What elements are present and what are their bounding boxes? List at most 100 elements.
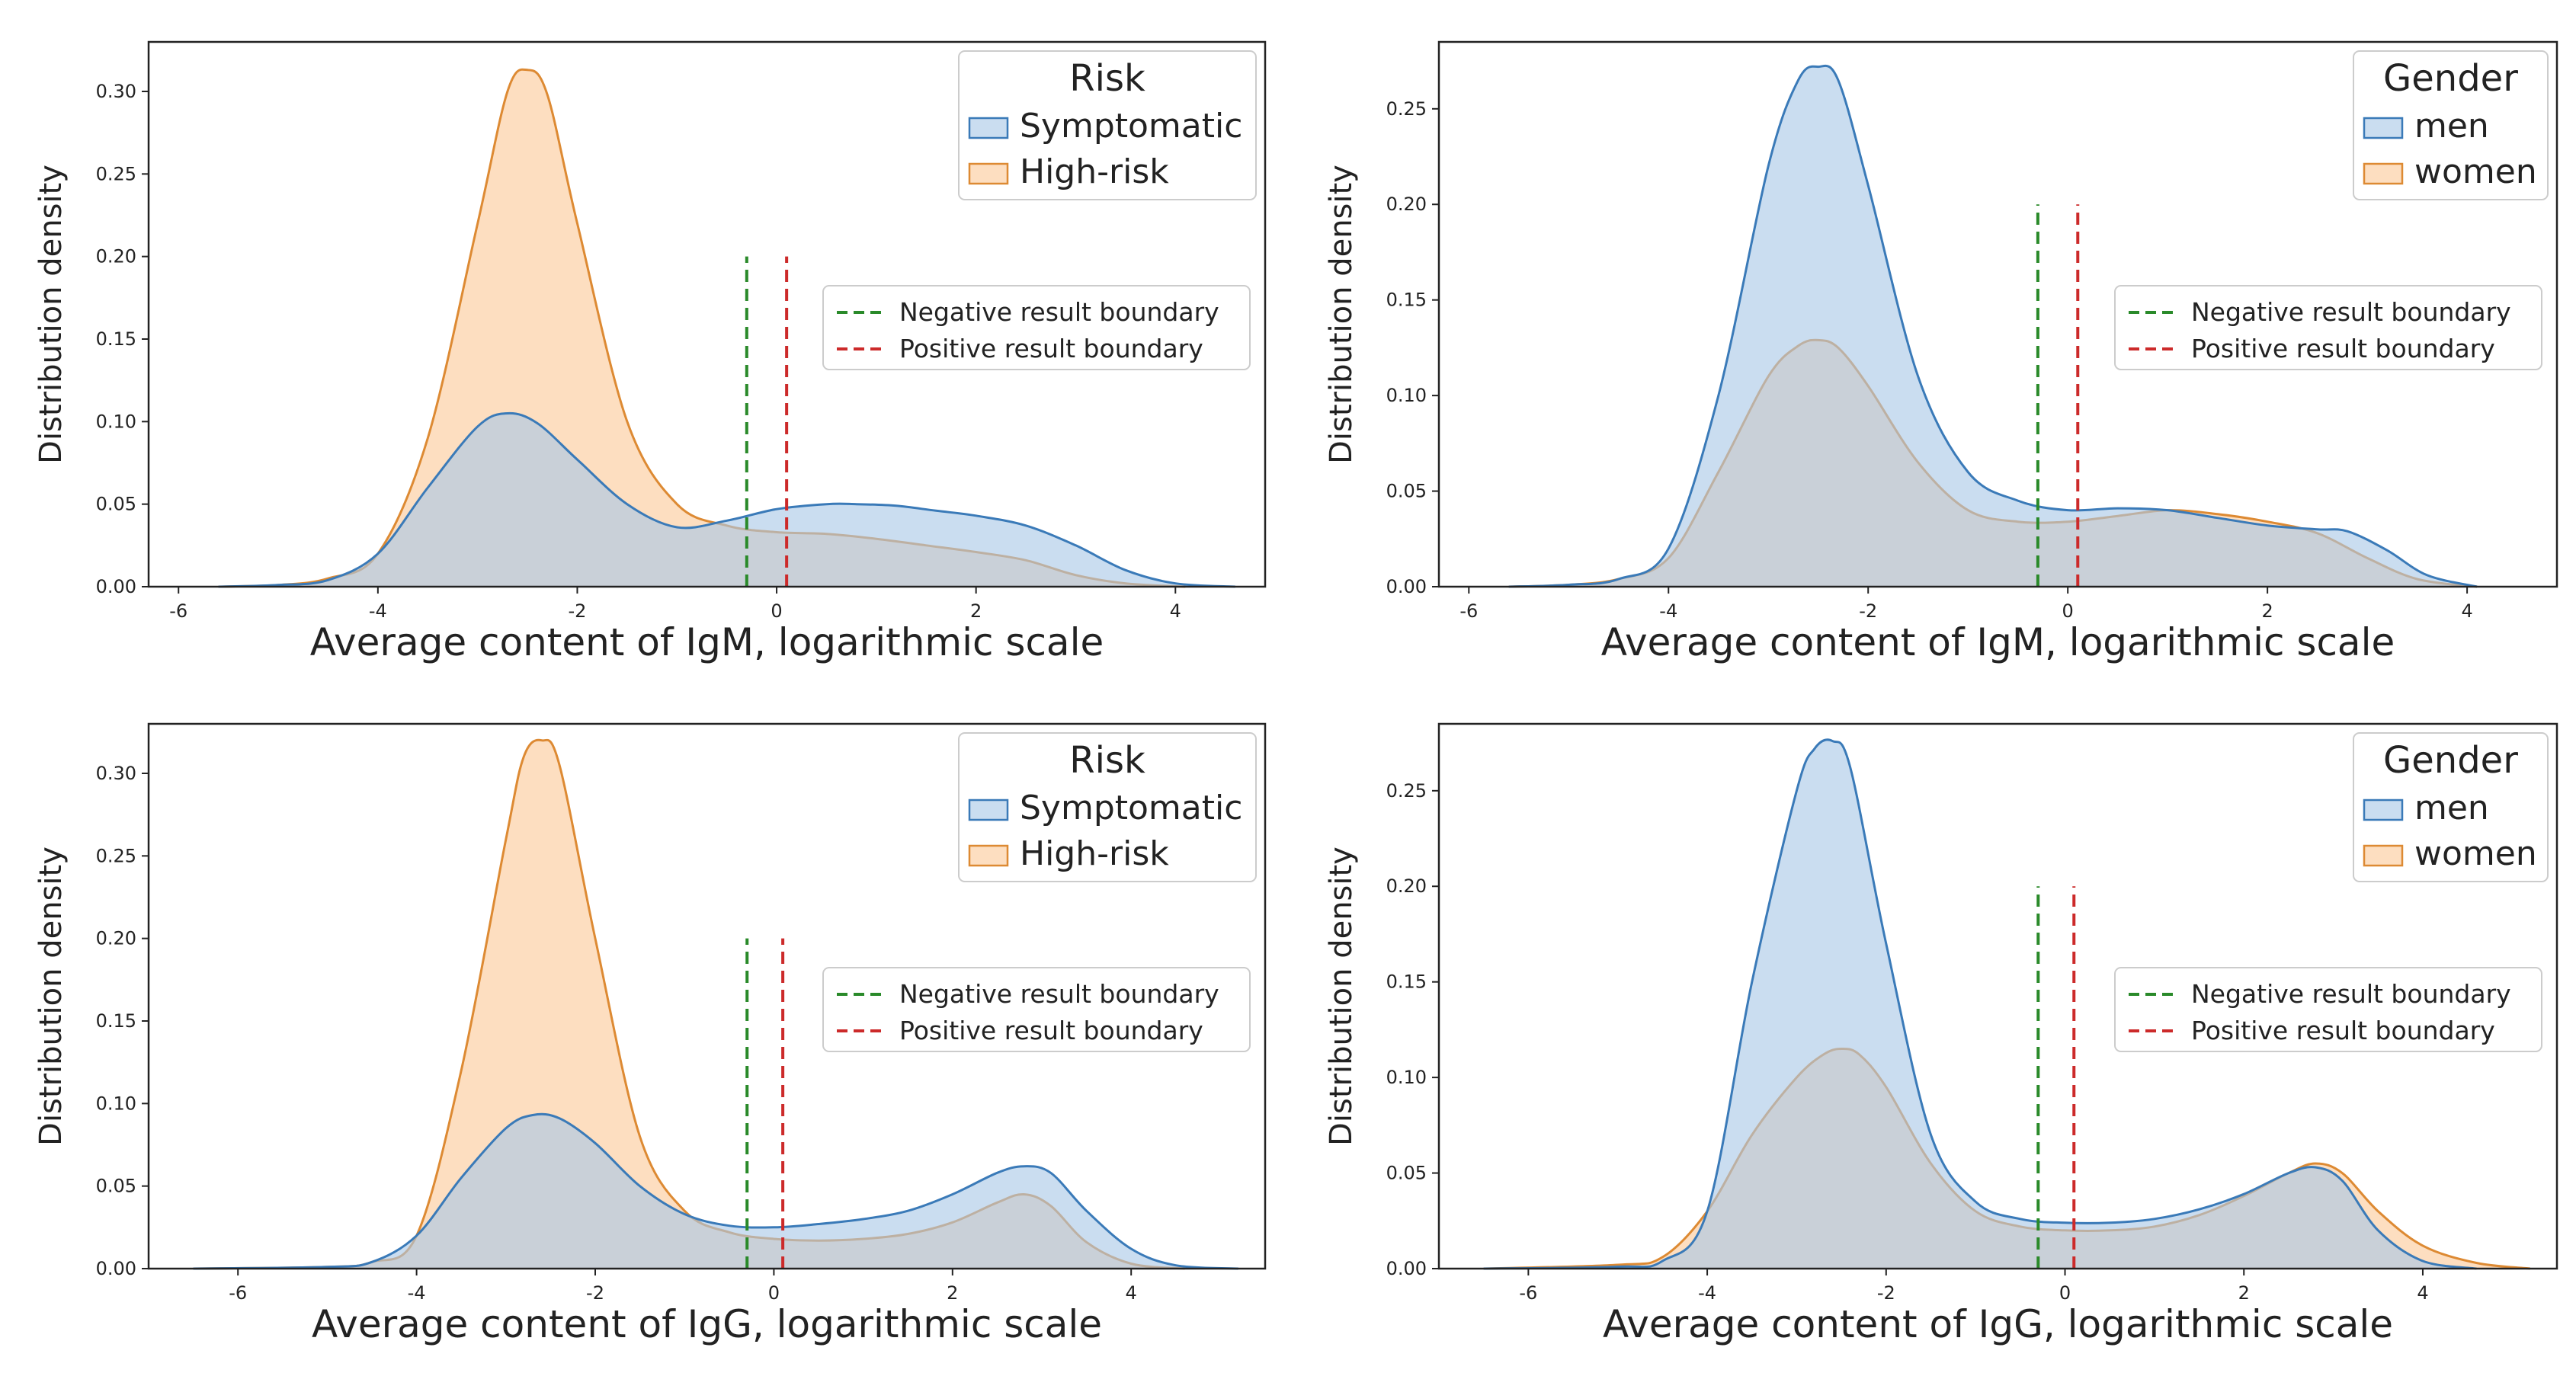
legend-swatch-men <box>2363 799 2404 821</box>
boundary-legend-box <box>822 285 1251 370</box>
y-tick-label: 0.05 <box>96 494 136 515</box>
series-legend: Gender men women <box>2353 732 2549 882</box>
x-tick-label: -4 <box>1698 1282 1716 1304</box>
legend-label-men: men <box>2414 789 2489 827</box>
x-tick-label: -2 <box>1859 600 1877 622</box>
x-tick-label: -6 <box>1459 600 1478 622</box>
y-tick-label: 0.25 <box>96 845 136 866</box>
series-legend-box <box>2353 732 2549 882</box>
x-tick-label: 0 <box>768 1282 780 1304</box>
legend-swatch-high-risk <box>968 162 1009 185</box>
x-tick-label: 0 <box>2062 600 2074 622</box>
legend-positive-label: Positive result boundary <box>899 334 1203 363</box>
legend-negative-label: Negative result boundary <box>899 979 1219 1009</box>
y-tick-label: 0.00 <box>1386 1258 1427 1279</box>
legend-label-high-risk: High-risk <box>1020 834 1169 873</box>
y-tick-label: 0.30 <box>96 763 136 784</box>
x-tick-label: -6 <box>169 600 187 622</box>
series-legend-box <box>2353 50 2549 200</box>
legend-label-women: women <box>2414 834 2537 873</box>
series-legend-title: Risk <box>1069 57 1145 100</box>
boundary-legend: Negative result boundary Positive result … <box>822 285 1251 370</box>
y-tick-label: 0.15 <box>1386 971 1427 993</box>
density-line-symptomatic <box>193 1112 1238 1270</box>
boundary-legend: Negative result boundary Positive result … <box>2114 285 2542 370</box>
y-tick-label: 0.20 <box>1386 875 1427 897</box>
boundary-legend: Negative result boundary Positive result … <box>822 967 1251 1052</box>
legend-label-symptomatic: Symptomatic <box>1020 789 1242 827</box>
y-tick-label: 0.05 <box>1386 481 1427 502</box>
chart-panel-3: -6 -4 -2 0 2 4 0.00 0.05 0.10 0.15 0.20 0.25 0.30 Ave… <box>34 722 1267 1346</box>
y-axis-label: Distribution density <box>34 847 69 1146</box>
y-tick-label: 0.30 <box>96 81 136 102</box>
x-tick-label: 0 <box>2059 1282 2071 1304</box>
boundary-legend-box <box>2114 967 2542 1052</box>
y-tick-label: 0.05 <box>96 1176 136 1197</box>
x-tick-label: 2 <box>947 1282 958 1304</box>
y-tick-label: 0.10 <box>1386 385 1427 406</box>
legend-label-high-risk: High-risk <box>1020 152 1169 191</box>
chart-panel-1: -6 -4 -2 0 2 4 0.00 0.05 0.10 0.15 0.20 0.25 0.30 Ave… <box>34 40 1267 664</box>
density-line-men <box>1483 738 2477 1270</box>
legend-negative-label: Negative result boundary <box>899 297 1219 327</box>
x-tick-label: 4 <box>2461 600 2472 622</box>
y-tick-label: 0.20 <box>1386 194 1427 215</box>
density-area-men <box>1483 739 2477 1269</box>
y-tick-label: 0.10 <box>1386 1067 1427 1088</box>
x-tick-label: -4 <box>408 1282 426 1304</box>
x-tick-label: -6 <box>229 1282 247 1304</box>
legend-swatch-men <box>2363 117 2404 139</box>
x-tick-label: -4 <box>369 600 387 622</box>
x-tick-label: -4 <box>1659 600 1677 622</box>
plot-frame <box>1437 722 2558 1270</box>
legend-swatch-symptomatic <box>968 117 1009 139</box>
y-tick-label: 0.15 <box>96 1010 136 1032</box>
legend-positive-label: Positive result boundary <box>2191 334 2495 363</box>
x-tick-label: -2 <box>568 600 586 622</box>
x-tick-label: -6 <box>1519 1282 1537 1304</box>
y-tick-label: 0.25 <box>1386 780 1427 802</box>
legend-swatch-women <box>2363 162 2404 185</box>
series-legend-title: Gender <box>2383 739 2518 782</box>
plot-frame <box>147 722 1267 1270</box>
y-tick-label: 0.15 <box>1386 290 1427 311</box>
legend-label-men: men <box>2414 107 2489 146</box>
series-legend-box <box>958 732 1257 882</box>
y-tick-label: 0.00 <box>96 1258 136 1279</box>
chart-panel-4: -6 -4 -2 0 2 4 0.00 0.05 0.10 0.15 0.20 0.25 Average… <box>1324 722 2558 1346</box>
legend-negative-label: Negative result boundary <box>2191 297 2511 327</box>
y-tick-label: 0.20 <box>96 246 136 267</box>
legend-label-women: women <box>2414 152 2537 191</box>
series-legend: Gender men women <box>2353 50 2549 200</box>
y-tick-label: 0.00 <box>1386 576 1427 597</box>
y-tick-label: 0.00 <box>96 576 136 597</box>
legend-positive-label: Positive result boundary <box>2191 1016 2495 1045</box>
density-area-men <box>1508 66 2478 587</box>
plot-frame <box>147 40 1267 588</box>
plot-frame <box>1437 40 2558 588</box>
x-axis-label: Average content of IgM, logarithmic scal… <box>310 620 1104 664</box>
x-tick-label: 4 <box>1126 1282 1137 1304</box>
legend-negative-label: Negative result boundary <box>2191 979 2511 1009</box>
x-tick-label: -2 <box>586 1282 604 1304</box>
y-axis-label: Distribution density <box>1324 847 1359 1146</box>
series-legend-title: Risk <box>1069 739 1145 782</box>
y-tick-label: 0.05 <box>1386 1163 1427 1184</box>
y-tick-label: 0.20 <box>96 928 136 949</box>
boundary-legend: Negative result boundary Positive result … <box>2114 967 2542 1052</box>
x-tick-label: -2 <box>1877 1282 1895 1304</box>
boundary-legend-box <box>822 967 1251 1052</box>
legend-swatch-symptomatic <box>968 799 1009 821</box>
x-axis-label: Average content of IgG, logarithmic scal… <box>312 1302 1102 1346</box>
series-legend-title: Gender <box>2383 57 2518 100</box>
y-tick-label: 0.10 <box>96 1093 136 1114</box>
x-tick-label: 4 <box>1170 600 1181 622</box>
x-tick-label: 2 <box>2238 1282 2250 1304</box>
y-axis-label: Distribution density <box>34 165 69 464</box>
x-axis-label: Average content of IgM, logarithmic scal… <box>1601 620 2395 664</box>
x-tick-label: 4 <box>2417 1282 2428 1304</box>
x-axis-label: Average content of IgG, logarithmic scal… <box>1603 1302 2393 1346</box>
boundary-legend-box <box>2114 285 2542 370</box>
y-axis-label: Distribution density <box>1324 165 1359 464</box>
